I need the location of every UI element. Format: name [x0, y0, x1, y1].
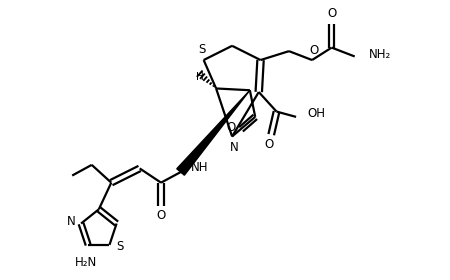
Text: H: H — [196, 72, 204, 82]
Text: NH: NH — [190, 161, 208, 174]
Text: O: O — [265, 138, 274, 151]
Text: S: S — [198, 43, 206, 56]
Text: S: S — [117, 240, 124, 253]
Text: O: O — [327, 7, 336, 20]
Text: N: N — [230, 141, 238, 154]
Text: OH: OH — [307, 107, 325, 120]
Text: O: O — [157, 209, 166, 222]
Text: O: O — [226, 121, 236, 134]
Text: NH₂: NH₂ — [369, 48, 391, 61]
Text: H₂N: H₂N — [75, 256, 98, 269]
Text: O: O — [309, 44, 319, 57]
Polygon shape — [177, 90, 250, 175]
Text: N: N — [67, 215, 76, 228]
